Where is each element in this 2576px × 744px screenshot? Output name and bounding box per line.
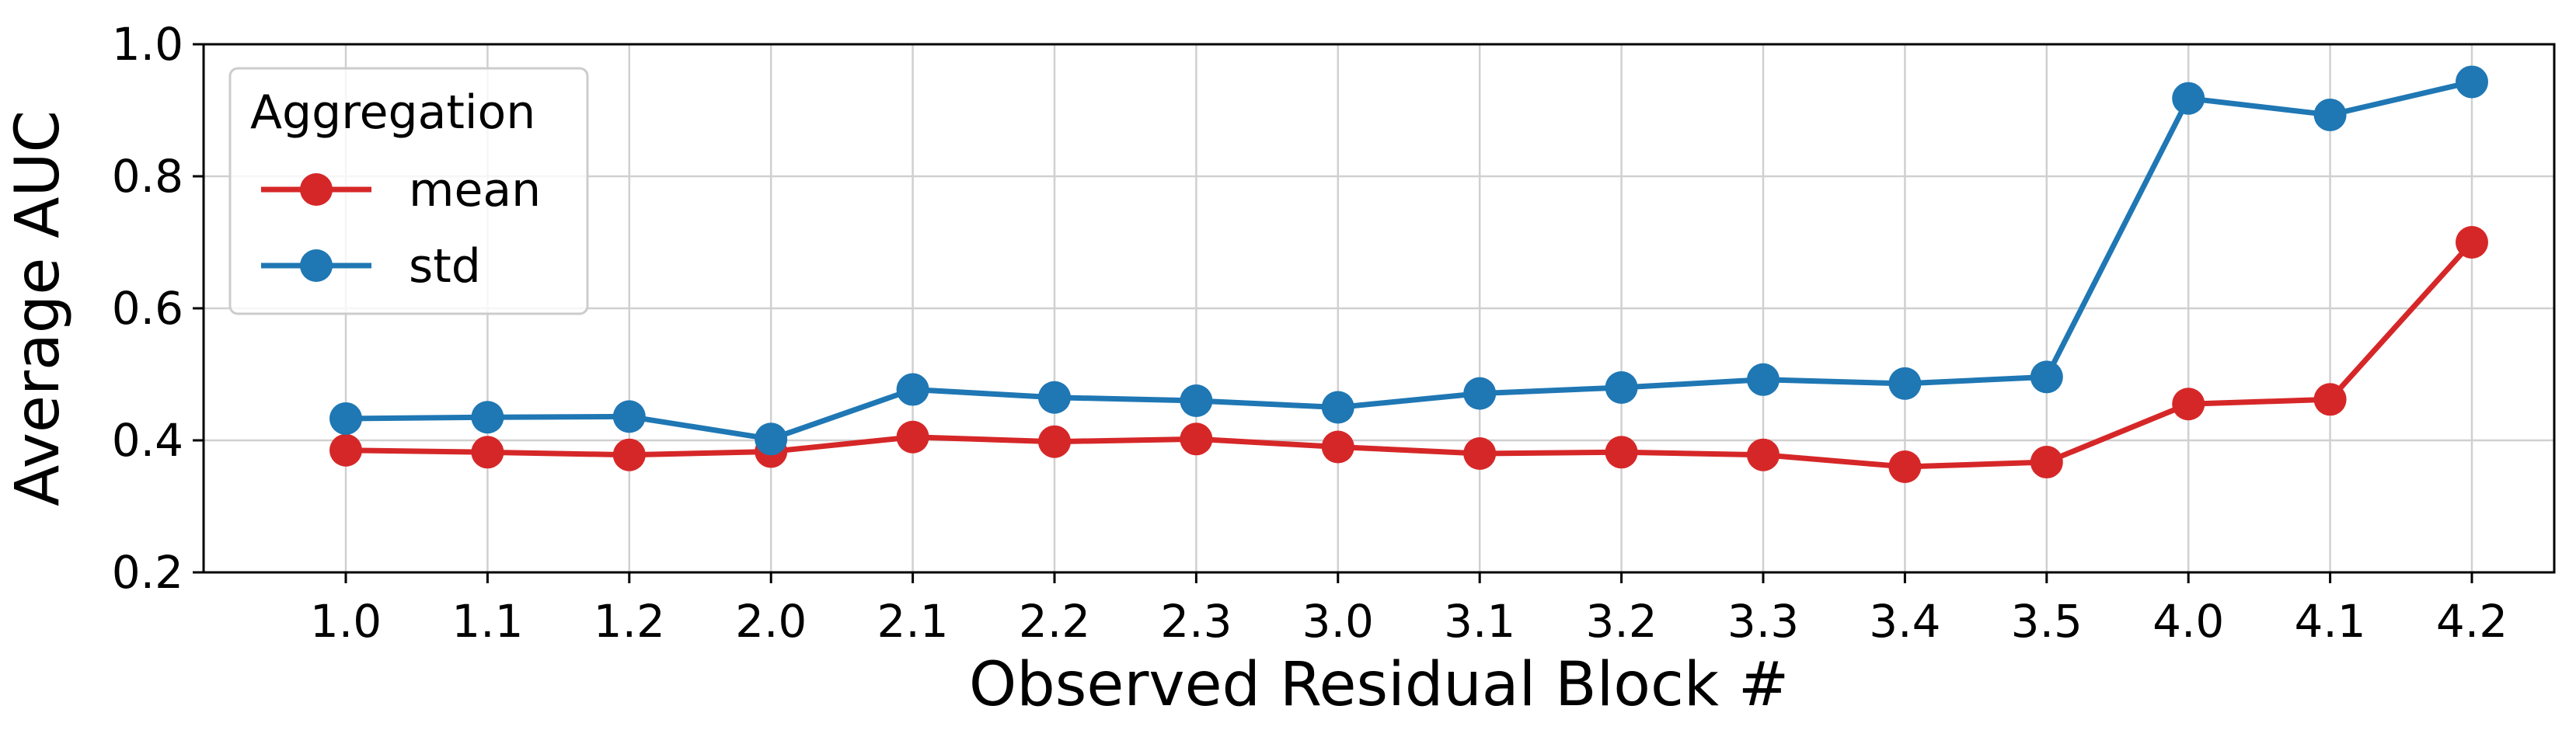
series-line-std	[345, 79, 2473, 442]
data-point-mean	[2313, 383, 2347, 416]
data-point-std	[2313, 98, 2347, 131]
data-point-mean	[1321, 430, 1354, 464]
data-point-std	[329, 402, 362, 435]
data-point-mean	[1747, 438, 1779, 471]
x-tick-label: 1.2	[594, 595, 665, 648]
legend-marker-mean	[300, 173, 333, 206]
x-tick-label: 1.1	[451, 595, 523, 648]
data-point-std	[2172, 82, 2205, 115]
data-point-mean	[1605, 436, 1638, 469]
data-point-std	[2030, 360, 2063, 394]
data-point-mean	[896, 420, 929, 454]
legend-title: Aggregation	[250, 85, 535, 140]
data-point-std	[1463, 377, 1497, 410]
x-tick-label: 3.4	[1869, 595, 1940, 648]
data-point-mean	[2456, 226, 2488, 259]
y-tick-label: 0.6	[112, 282, 183, 335]
data-point-std	[755, 422, 788, 456]
data-point-std	[1321, 391, 1354, 424]
y-tick-label: 0.8	[112, 150, 183, 203]
series-layer	[329, 65, 2488, 483]
data-point-std	[612, 400, 646, 433]
data-point-mean	[1463, 437, 1497, 470]
data-point-std	[1605, 371, 1638, 404]
x-tick-label: 4.1	[2294, 595, 2365, 648]
data-point-std	[896, 373, 929, 406]
x-tick-label: 3.1	[1444, 595, 1515, 648]
x-tick-label: 4.2	[2436, 595, 2508, 648]
legend-items: mean std	[261, 163, 541, 294]
data-point-std	[471, 401, 504, 434]
x-tick-label: 2.1	[877, 595, 948, 648]
x-axis-title: Observed Residual Block #	[969, 650, 1789, 720]
x-tick-label: 2.2	[1019, 595, 1090, 648]
data-point-mean	[1888, 450, 1922, 483]
x-tick-label: 1.0	[310, 595, 382, 648]
y-axis: 0.2 0.4 0.6 0.8 1.0	[112, 18, 204, 599]
legend-marker-std	[300, 249, 333, 282]
x-tick-label: 3.5	[2011, 595, 2083, 648]
series-line-mean	[345, 240, 2474, 470]
y-tick-label: 0.2	[112, 546, 183, 599]
y-tick-label: 1.0	[112, 18, 183, 71]
x-axis: 1.0 1.1 1.2 2.0 2.1 2.2 2.3 3.0 3.1 3.2 3.3 3.4 3.5 4…	[310, 572, 2508, 648]
x-tick-label: 2.3	[1160, 595, 1232, 648]
data-point-mean	[2172, 388, 2205, 421]
data-point-mean	[1038, 425, 1071, 458]
data-point-mean	[612, 438, 646, 471]
legend: Aggregation mean std	[228, 67, 589, 315]
legend-label-mean: mean	[409, 163, 541, 217]
data-point-mean	[2030, 446, 2063, 479]
data-point-mean	[1180, 422, 1213, 456]
x-tick-label: 3.0	[1302, 595, 1374, 648]
x-tick-label: 3.2	[1585, 595, 1657, 648]
x-tick-label: 2.0	[735, 595, 807, 648]
data-point-std	[2456, 65, 2488, 99]
x-tick-label: 4.0	[2152, 595, 2224, 648]
legend-label-std: std	[409, 239, 481, 294]
data-point-mean	[329, 433, 362, 467]
data-point-std	[1888, 367, 1922, 400]
data-point-std	[1747, 363, 1779, 396]
data-point-std	[1038, 381, 1071, 414]
data-point-std	[1180, 384, 1213, 417]
x-tick-label: 3.3	[1727, 595, 1799, 648]
y-tick-label: 0.4	[112, 414, 183, 467]
y-axis-title: Average AUC	[3, 110, 73, 506]
data-point-mean	[471, 436, 504, 469]
